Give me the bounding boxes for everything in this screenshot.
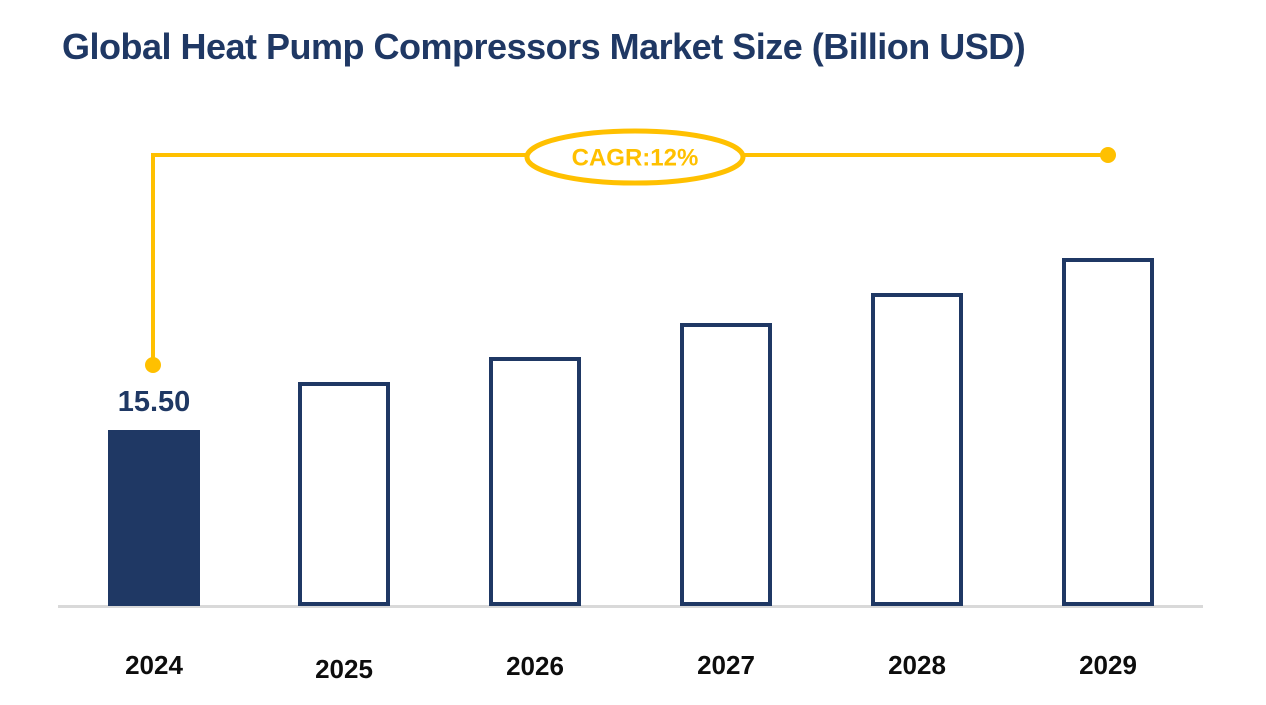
x-axis-label-2028: 2028 (888, 650, 946, 680)
bar-column-2024 (108, 430, 200, 606)
x-axis-line (58, 605, 1203, 608)
callout-start-dot (145, 357, 161, 373)
bar-2029 (1062, 258, 1154, 606)
bar-column-2026 (489, 357, 581, 606)
bar-column-2027 (680, 323, 772, 606)
x-axis-label-2026: 2026 (506, 651, 564, 681)
callout-end-dot (1100, 147, 1116, 163)
bar-column-2029 (1062, 258, 1154, 606)
cagr-label: CAGR:12% (572, 145, 699, 172)
cagr-ellipse (524, 128, 746, 186)
value-label-2024: 15.50 (117, 386, 191, 418)
chart-title: Global Heat Pump Compressors Market Size… (62, 26, 1026, 67)
x-axis-label-2024: 2024 (125, 650, 183, 680)
bar-column-2028 (871, 293, 963, 606)
bar-2025 (298, 382, 390, 606)
bar-2026 (489, 357, 581, 606)
cagr-callout-line (151, 153, 1108, 363)
bar-column-2025 (298, 382, 390, 606)
bar-2027 (680, 323, 772, 606)
bar-2028 (871, 293, 963, 606)
bar-2024 (108, 430, 200, 606)
x-axis-label-2027: 2027 (697, 650, 755, 680)
x-axis-label-2029: 2029 (1079, 650, 1137, 680)
x-axis-label-2025: 2025 (315, 654, 373, 684)
